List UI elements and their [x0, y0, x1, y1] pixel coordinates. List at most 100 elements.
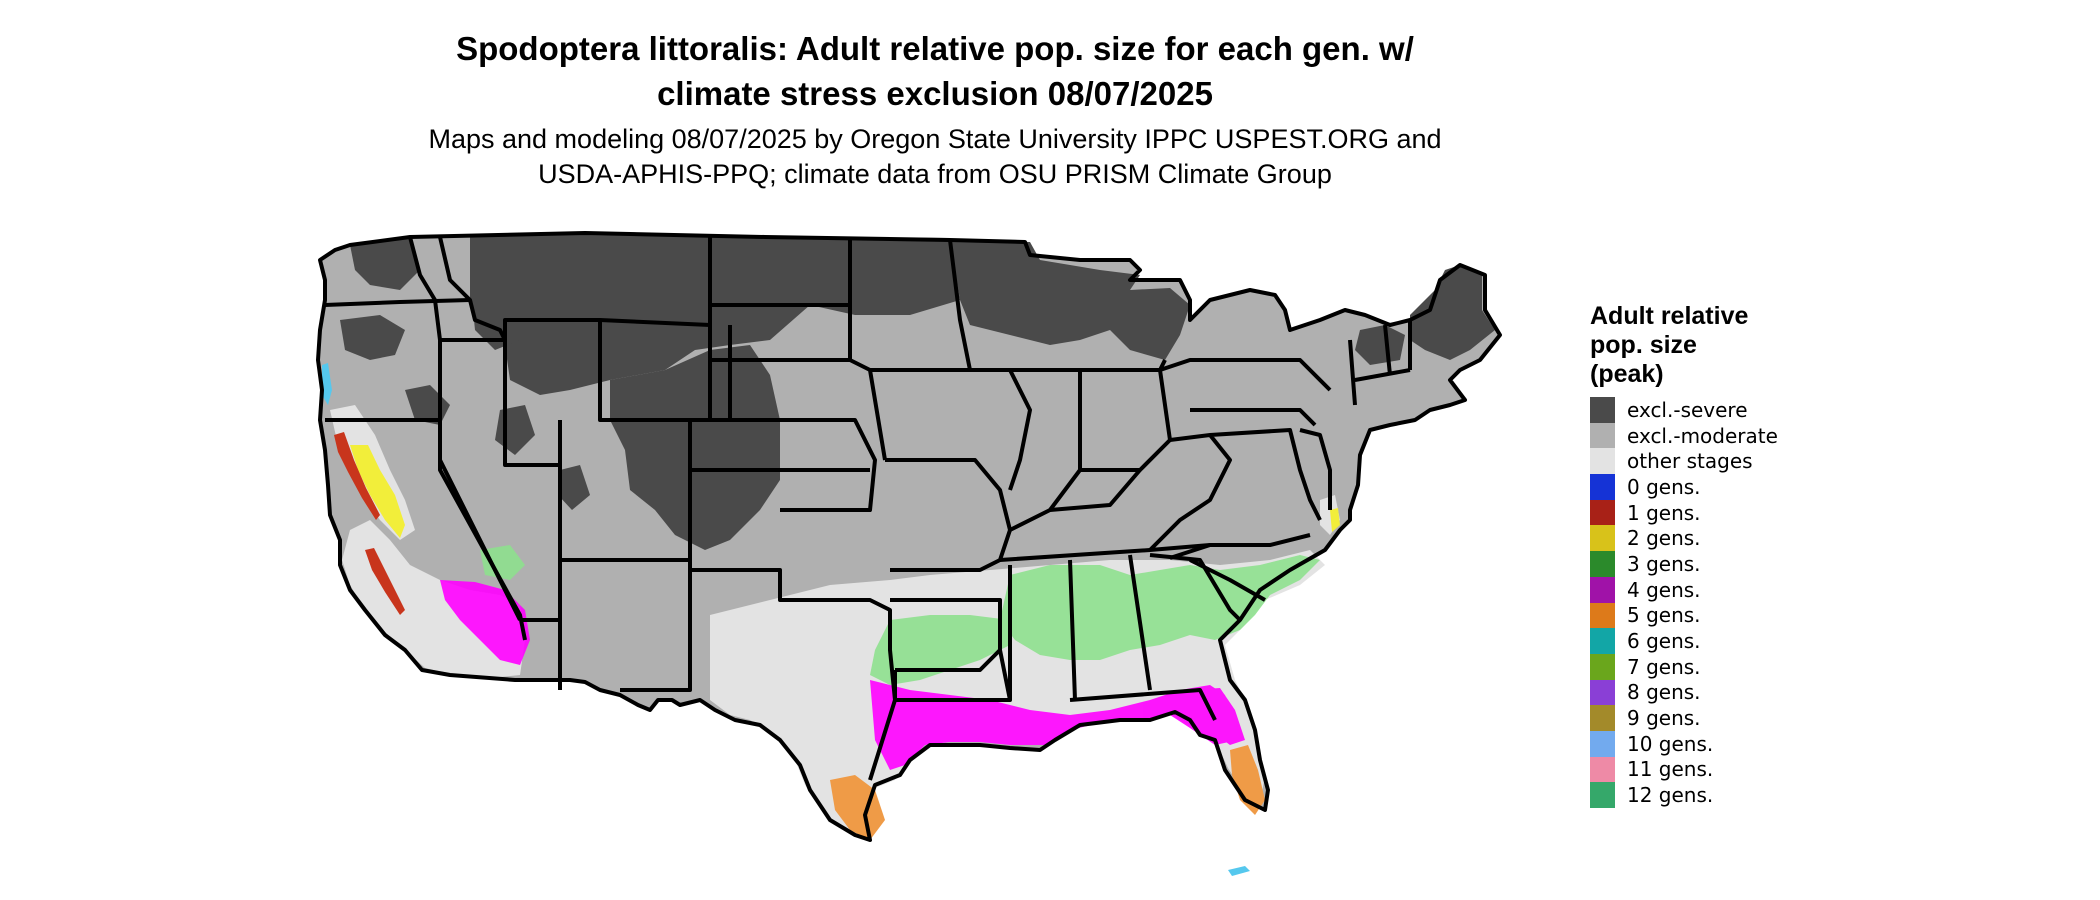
legend-item: 2 gens. — [1590, 525, 1778, 552]
yellow-delmarva — [1330, 508, 1340, 532]
legend-item: 3 gens. — [1590, 551, 1778, 577]
legend-swatch — [1590, 499, 1615, 526]
legend-swatch — [1590, 525, 1615, 552]
legend-item: 10 gens. — [1590, 730, 1778, 757]
legend-items: excl.-severe excl.-moderate other stages 0 … — [1590, 397, 1778, 808]
legend-swatch — [1590, 756, 1615, 783]
border-wy — [598, 320, 732, 422]
legend-title: Adult relative pop. size (peak) — [1590, 302, 1778, 389]
red-california-coast — [334, 432, 380, 520]
green-southeast-belt — [1000, 555, 1320, 660]
gens-4-magenta-regions — [440, 580, 1245, 770]
legend-label: 2 gens. — [1627, 526, 1701, 551]
legend-swatch — [1590, 602, 1615, 629]
severe-idaho-patch — [470, 275, 525, 350]
legend-label: 9 gens. — [1627, 706, 1701, 731]
legend-item: other stages — [1590, 448, 1778, 475]
border-co-nm — [560, 420, 692, 562]
legend-item: excl.-severe — [1590, 397, 1778, 423]
legend-swatch — [1590, 551, 1615, 577]
legend-item: 12 gens. — [1590, 782, 1778, 808]
legend-swatch — [1590, 653, 1615, 680]
severe-adirondacks — [1355, 325, 1405, 365]
legend-item: 7 gens. — [1590, 653, 1778, 680]
border-wa-or — [324, 298, 471, 307]
gens-1-red-regions — [334, 432, 405, 615]
legend-swatch — [1590, 397, 1615, 423]
severe-nm-patch — [558, 465, 590, 510]
border-mt-wy — [503, 318, 711, 340]
map-title-line-1: Spodoptera littoralis: Adult relative po… — [456, 30, 1414, 67]
severe-oregon-patch — [340, 315, 405, 360]
border-md-de — [1299, 428, 1332, 510]
legend-label: 6 gens. — [1627, 629, 1701, 654]
legend-item: 6 gens. — [1590, 628, 1778, 654]
legend-item: 0 gens. — [1590, 474, 1778, 500]
border-nm-tx — [620, 560, 692, 692]
yellow-central-valley — [350, 445, 405, 538]
us-outline — [316, 231, 1502, 842]
legend-label: other stages — [1627, 449, 1753, 474]
magenta-florida-north — [1190, 688, 1245, 745]
map-subtitle-line-1: Maps and modeling 08/07/2025 by Oregon S… — [428, 124, 1442, 154]
border-ne-ks — [690, 418, 877, 512]
legend-item: 9 gens. — [1590, 705, 1778, 731]
map-subtitle-line-2: USDA-APHIS-PPQ; climate data from OSU PR… — [538, 159, 1332, 189]
severe-great-lakes — [950, 240, 1190, 360]
green-arizona-patch — [480, 545, 525, 580]
legend-swatch — [1590, 474, 1615, 500]
border-dakotas — [708, 237, 852, 420]
legend-swatch — [1590, 422, 1615, 449]
legend-label: 7 gens. — [1627, 654, 1701, 679]
legend-label: 0 gens. — [1627, 474, 1701, 499]
severe-northern-plains — [470, 234, 960, 395]
legend-label: 5 gens. — [1627, 603, 1701, 628]
green-texas-belt — [870, 615, 1010, 685]
border-new-england — [1348, 320, 1412, 406]
border-id-mt — [438, 236, 507, 341]
gens-12-green-regions — [480, 545, 1320, 685]
gens-2-yellow-regions — [350, 445, 1340, 538]
legend-item: 8 gens. — [1590, 679, 1778, 706]
legend-label: 8 gens. — [1627, 680, 1701, 705]
legend-swatch — [1590, 730, 1615, 757]
border-ut-co — [503, 340, 562, 565]
map-title: Spodoptera littoralis: Adult relative po… — [0, 26, 1870, 116]
legend-item: 5 gens. — [1590, 602, 1778, 629]
legend-label: 10 gens. — [1627, 731, 1714, 756]
cyan-oregon-coast — [322, 363, 332, 405]
legend-label: excl.-severe — [1627, 397, 1748, 422]
legend-swatch — [1590, 628, 1615, 654]
severe-wyoming-colorado — [610, 345, 780, 550]
legend-swatch — [1590, 576, 1615, 603]
border-la — [893, 649, 1012, 702]
magenta-gulf-coast — [870, 680, 1238, 770]
legend-title-line-2: pop. size — [1590, 331, 1697, 359]
map-title-line-2: climate stress exclusion 08/07/2025 — [657, 75, 1213, 112]
legend-label: 3 gens. — [1627, 551, 1701, 576]
legend-swatch — [1590, 782, 1615, 808]
magenta-arizona-sw — [440, 580, 530, 665]
legend-title-line-1: Adult relative — [1590, 302, 1749, 330]
legend-item: excl.-moderate — [1590, 422, 1778, 449]
legend-label: excl.-moderate — [1627, 423, 1778, 448]
legend-label: 11 gens. — [1627, 757, 1714, 782]
severe-pnw-patch-1 — [350, 238, 420, 290]
border-pa-ny — [1159, 358, 1332, 427]
legend-label: 12 gens. — [1627, 783, 1714, 808]
border-tn-ms-al — [1008, 554, 1152, 701]
legend-swatch — [1590, 448, 1615, 475]
legend-title-line-3: (peak) — [1590, 360, 1664, 388]
border-sc-nc — [1169, 533, 1311, 602]
excl-severe-regions — [340, 234, 1495, 550]
gens-10-cyan-regions — [322, 363, 1250, 876]
severe-new-england — [1410, 265, 1495, 360]
border-ca-nv — [438, 420, 527, 641]
border-id-west — [408, 236, 442, 420]
cyan-keys — [1228, 866, 1250, 876]
orange-south-florida — [1230, 745, 1265, 815]
red-socal-coast — [365, 548, 405, 615]
legend-swatch — [1590, 679, 1615, 706]
legend-item: 11 gens. — [1590, 756, 1778, 783]
state-borders — [316, 231, 1502, 842]
